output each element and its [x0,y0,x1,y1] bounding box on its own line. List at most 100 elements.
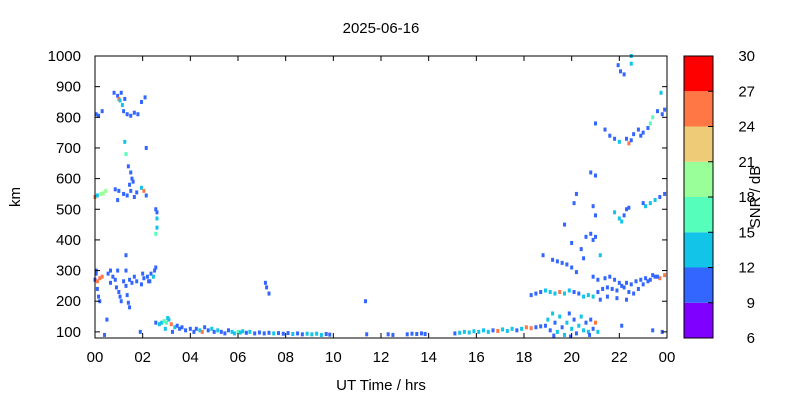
data-point [555,259,559,264]
data-point [188,326,192,331]
data-point [624,297,628,302]
data-point [663,273,667,278]
data-point [548,328,552,333]
data-point [591,274,595,279]
data-point [555,329,559,334]
data-point [641,282,645,287]
data-point [659,90,663,95]
data-point [386,332,390,337]
data-point [262,331,266,336]
colorbar-tick-label: 24 [738,119,755,136]
data-point [510,326,514,331]
data-point [212,329,216,334]
data-point [97,113,101,118]
data-point [646,126,650,131]
y-tick-label: 900 [56,79,81,96]
data-point [620,323,624,328]
y-tick-label: 400 [56,232,81,249]
colorbar-segment [684,197,713,233]
data-point [391,332,395,337]
data-point [629,282,633,287]
data-point [144,145,148,150]
data-point [589,231,593,236]
data-point [236,329,240,334]
data-point [175,323,179,328]
data-point [286,331,290,336]
data-point [154,265,158,270]
data-point [644,276,648,281]
data-point [124,253,128,258]
x-tick-label: 00 [87,349,104,366]
data-point [658,276,662,281]
data-point [248,329,252,334]
data-point [95,279,99,284]
data-point [596,329,600,334]
data-point [324,332,328,337]
y-tick-label: 300 [56,263,81,280]
data-point [591,326,595,331]
x-tick-label: 10 [325,349,342,366]
data-point [112,90,116,95]
data-point [615,296,619,301]
data-point [125,293,129,298]
data-point [663,191,667,196]
data-point [135,279,139,284]
data-point [552,333,556,338]
data-point [223,331,227,336]
data-point [125,193,129,198]
colorbar-segment [684,267,713,303]
colorbar-tick-label: 21 [738,154,755,171]
data-point [122,191,126,196]
data-point [173,325,177,330]
data-point [608,133,612,138]
data-point [257,330,261,335]
data-point [636,286,640,291]
data-point [567,288,571,293]
data-point [145,274,149,279]
data-point [570,265,574,270]
data-point [114,285,118,290]
data-point [596,290,600,295]
data-point [111,274,115,279]
data-point [639,277,643,282]
colorbar-label: SNR / dB [747,166,764,229]
data-point [648,201,652,206]
data-point [586,329,590,334]
data-point [105,317,109,322]
data-point [244,330,248,335]
data-point [119,299,123,304]
data-point [210,326,214,331]
data-point [116,93,120,98]
data-point [610,286,614,291]
data-point [238,330,242,335]
data-point [166,316,170,321]
data-point [622,72,626,77]
data-point [619,69,623,74]
data-point [94,271,98,276]
data-point [613,277,617,282]
data-point [124,283,128,288]
colorbar-tick-label: 15 [738,224,755,241]
x-tick-label: 00 [659,349,676,366]
data-point [180,325,184,330]
data-point [558,314,562,319]
data-point [143,95,147,100]
data-point [103,332,107,337]
data-point [543,288,547,293]
data-point [472,329,476,334]
colorbar-segment [684,56,713,92]
data-point [128,277,132,282]
data-point [131,179,135,184]
data-point [632,132,636,137]
colorbar-segment [684,161,713,197]
data-point [653,198,657,203]
plot-frame [94,55,668,339]
data-point [101,191,105,196]
data-point [613,136,617,141]
y-tick-label: 100 [56,324,81,341]
data-point [139,282,143,287]
data-point [601,286,605,291]
data-point [423,332,427,337]
data-point [577,323,581,328]
